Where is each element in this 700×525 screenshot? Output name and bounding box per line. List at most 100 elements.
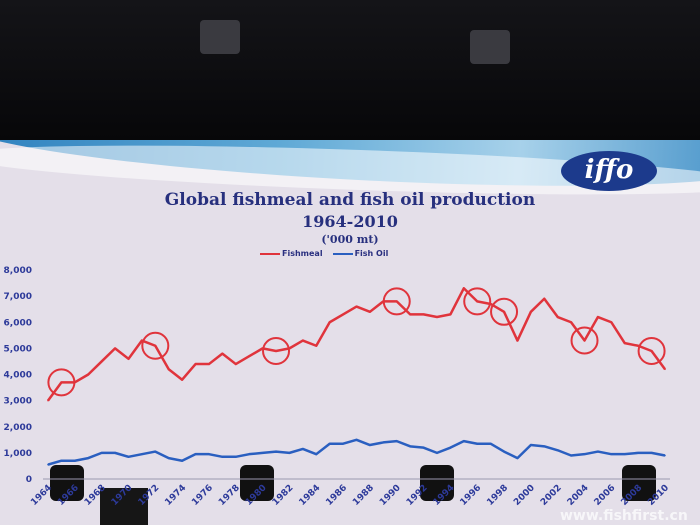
data-point — [650, 350, 653, 352]
data-point — [664, 368, 666, 371]
data-point — [60, 459, 63, 462]
y-tick-label: 8,000 — [4, 266, 32, 276]
data-point — [476, 442, 479, 445]
data-point — [503, 450, 505, 453]
legend: Fishmeal Fish Oil — [260, 249, 388, 259]
data-point — [422, 313, 425, 316]
highlight-circle — [490, 297, 519, 326]
legend-fishmeal: Fishmeal — [260, 249, 323, 259]
data-point — [208, 453, 210, 455]
x-tick-label: 1984 — [298, 483, 323, 508]
highlight-circle — [637, 336, 666, 365]
data-point — [221, 455, 224, 458]
data-point — [449, 313, 452, 316]
data-point — [194, 453, 197, 455]
data-point — [436, 316, 438, 318]
x-tick-label: 1974 — [163, 483, 188, 508]
highlight-circle — [570, 326, 599, 355]
data-point — [409, 445, 411, 448]
data-point — [154, 344, 157, 347]
legend-fish-oil: Fish Oil — [332, 249, 388, 259]
data-point — [100, 360, 103, 363]
data-point — [395, 300, 398, 303]
data-point — [395, 440, 398, 442]
stage-light — [622, 465, 656, 501]
data-point — [302, 448, 304, 450]
chart-subtitle: 1964-2010 — [302, 212, 398, 231]
data-point — [623, 453, 626, 455]
data-point — [449, 446, 452, 449]
data-point — [248, 355, 250, 358]
iffo-logo: iffo — [561, 151, 657, 191]
data-point — [463, 287, 465, 290]
x-tick-label: 1990 — [378, 483, 403, 508]
watermark: www.fishfirst.cn — [560, 508, 688, 524]
data-point — [382, 441, 385, 444]
stage-light-fixture — [200, 20, 240, 54]
data-point — [181, 459, 183, 462]
data-point — [355, 439, 358, 441]
data-point — [597, 450, 599, 453]
data-point — [342, 313, 344, 316]
data-point — [355, 305, 358, 308]
data-point — [516, 339, 519, 342]
y-tick-label: 4,000 — [4, 371, 32, 381]
highlight-circle — [141, 331, 170, 360]
chart-unit: ('000 mt) — [321, 233, 379, 246]
data-point — [87, 373, 90, 376]
data-point — [637, 452, 639, 454]
data-point — [422, 446, 425, 449]
data-point — [556, 449, 559, 452]
data-point — [597, 316, 599, 318]
data-point — [302, 339, 304, 342]
data-point — [409, 313, 411, 316]
x-tick-label: 1998 — [485, 483, 510, 508]
x-tick-label: 1986 — [324, 483, 349, 508]
data-point — [328, 321, 331, 324]
data-point — [543, 297, 546, 300]
stage-light — [50, 465, 84, 501]
y-tick-label: 1,000 — [4, 449, 32, 459]
data-point — [275, 450, 277, 453]
data-point — [664, 454, 666, 457]
data-point — [87, 457, 90, 459]
data-point — [194, 363, 197, 365]
presentation-slide: iffo Global fishmeal and fish oil produc… — [0, 140, 700, 525]
data-point — [100, 452, 103, 454]
stage-light — [240, 465, 274, 501]
stage-light-fixture — [470, 30, 510, 64]
data-point — [503, 311, 505, 313]
data-point — [181, 378, 183, 381]
y-tick-label: 0 — [26, 475, 32, 485]
data-point — [315, 344, 318, 347]
data-point — [369, 444, 371, 446]
data-point — [516, 457, 519, 459]
data-point — [74, 459, 76, 462]
data-point — [127, 455, 130, 458]
data-point — [47, 399, 49, 402]
y-tick-label: 2,000 — [4, 423, 32, 433]
y-tick-label: 5,000 — [4, 344, 32, 354]
x-tick-label: 1996 — [459, 483, 484, 508]
data-point — [436, 452, 438, 454]
series-line-fish-oil — [47, 438, 666, 466]
data-point — [127, 358, 130, 360]
data-point — [489, 442, 492, 445]
data-point — [476, 300, 479, 303]
y-tick-label: 7,000 — [4, 292, 32, 302]
legend-swatch — [332, 252, 353, 255]
legend-label: Fishmeal — [282, 249, 323, 258]
data-point — [530, 444, 532, 446]
x-tick-label: 1982 — [271, 483, 296, 508]
data-point — [114, 452, 116, 454]
highlight-circle — [382, 287, 411, 316]
data-point — [234, 455, 237, 458]
highlight-circle — [47, 368, 76, 397]
data-point — [328, 442, 331, 445]
stage-equipment — [100, 488, 148, 525]
data-point — [530, 311, 532, 313]
data-point — [570, 321, 572, 324]
data-point — [234, 363, 237, 365]
data-point — [60, 381, 63, 384]
